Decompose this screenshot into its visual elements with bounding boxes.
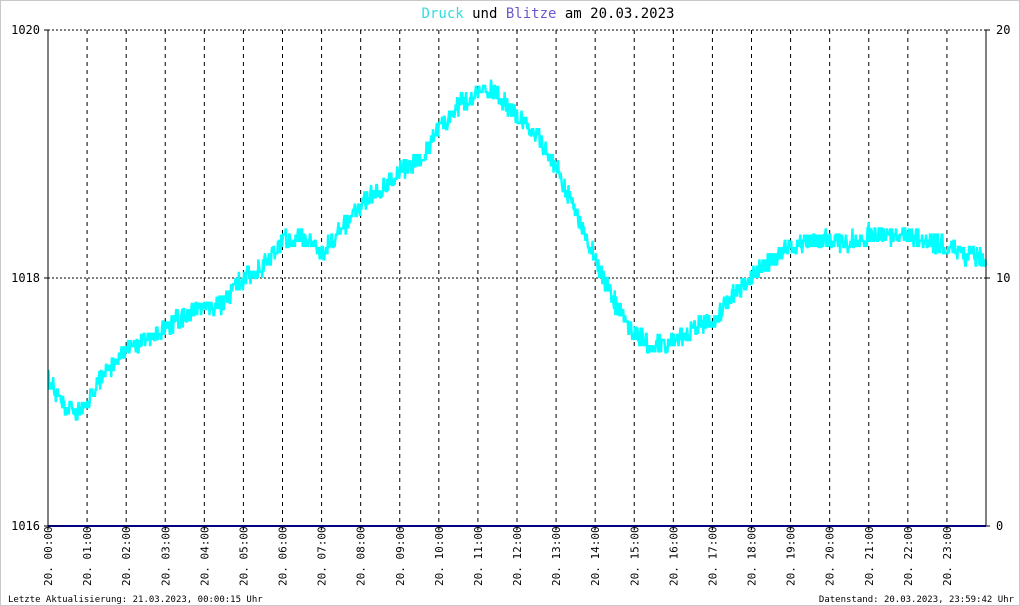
x-tick-label: 20. 15:00 (628, 526, 641, 586)
x-tick-label: 20. 02:00 (120, 526, 133, 586)
x-tick-label: 20. 14:00 (589, 526, 602, 586)
y-left-tick-label: 1018 (11, 271, 40, 285)
y-right-tick-label: 0 (996, 519, 1003, 533)
title-date: am 20.03.2023 (556, 6, 674, 22)
title-und: und (464, 6, 506, 22)
y-left-tick-label: 1020 (11, 23, 40, 37)
x-tick-label: 20. 13:00 (550, 526, 563, 586)
x-tick-label: 20. 07:00 (316, 526, 329, 586)
chart-title: Druck und Blitze am 20.03.2023 (422, 6, 675, 22)
x-tick-label: 20. 12:00 (511, 526, 524, 586)
y-right-tick-label: 20 (996, 23, 1010, 37)
x-tick-label: 20. 22:00 (902, 526, 915, 586)
x-tick-label: 20. 18:00 (746, 526, 759, 586)
x-tick-label: 20. 23:00 (941, 526, 954, 586)
x-tick-label: 20. 16:00 (667, 526, 680, 586)
footer-right: Datenstand: 20.03.2023, 23:59:42 Uhr (819, 595, 1015, 605)
x-tick-label: 20. 06:00 (277, 526, 290, 586)
x-tick-label: 20. 04:00 (198, 526, 211, 586)
title-blitze: Blitze (506, 6, 557, 22)
x-tick-label: 20. 10:00 (433, 526, 446, 586)
x-tick-label: 20. 19:00 (785, 526, 798, 586)
x-tick-label: 20. 21:00 (863, 526, 876, 586)
x-tick-label: 20. 09:00 (394, 526, 407, 586)
series-druck-line (47, 79, 988, 421)
x-tick-label: 20. 03:00 (159, 526, 172, 586)
footer-left: Letzte Aktualisierung: 21.03.2023, 00:00… (8, 595, 263, 605)
y-left-tick-label: 1016 (11, 519, 40, 533)
title-druck: Druck (422, 6, 465, 22)
x-tick-label: 20. 08:00 (355, 526, 368, 586)
x-tick-label: 20. 00:00 (42, 526, 55, 586)
y-right-tick-label: 10 (996, 271, 1010, 285)
x-tick-label: 20. 20:00 (824, 526, 837, 586)
x-axis-ticks: 20. 00:00 20. 01:00 20. 02:00 20. 03:00 20. … (42, 526, 954, 586)
x-tick-label: 20. 05:00 (237, 526, 250, 586)
x-tick-label: 20. 17:00 (706, 526, 719, 586)
x-tick-label: 20. 11:00 (472, 526, 485, 586)
x-tick-label: 20. 01:00 (81, 526, 94, 586)
